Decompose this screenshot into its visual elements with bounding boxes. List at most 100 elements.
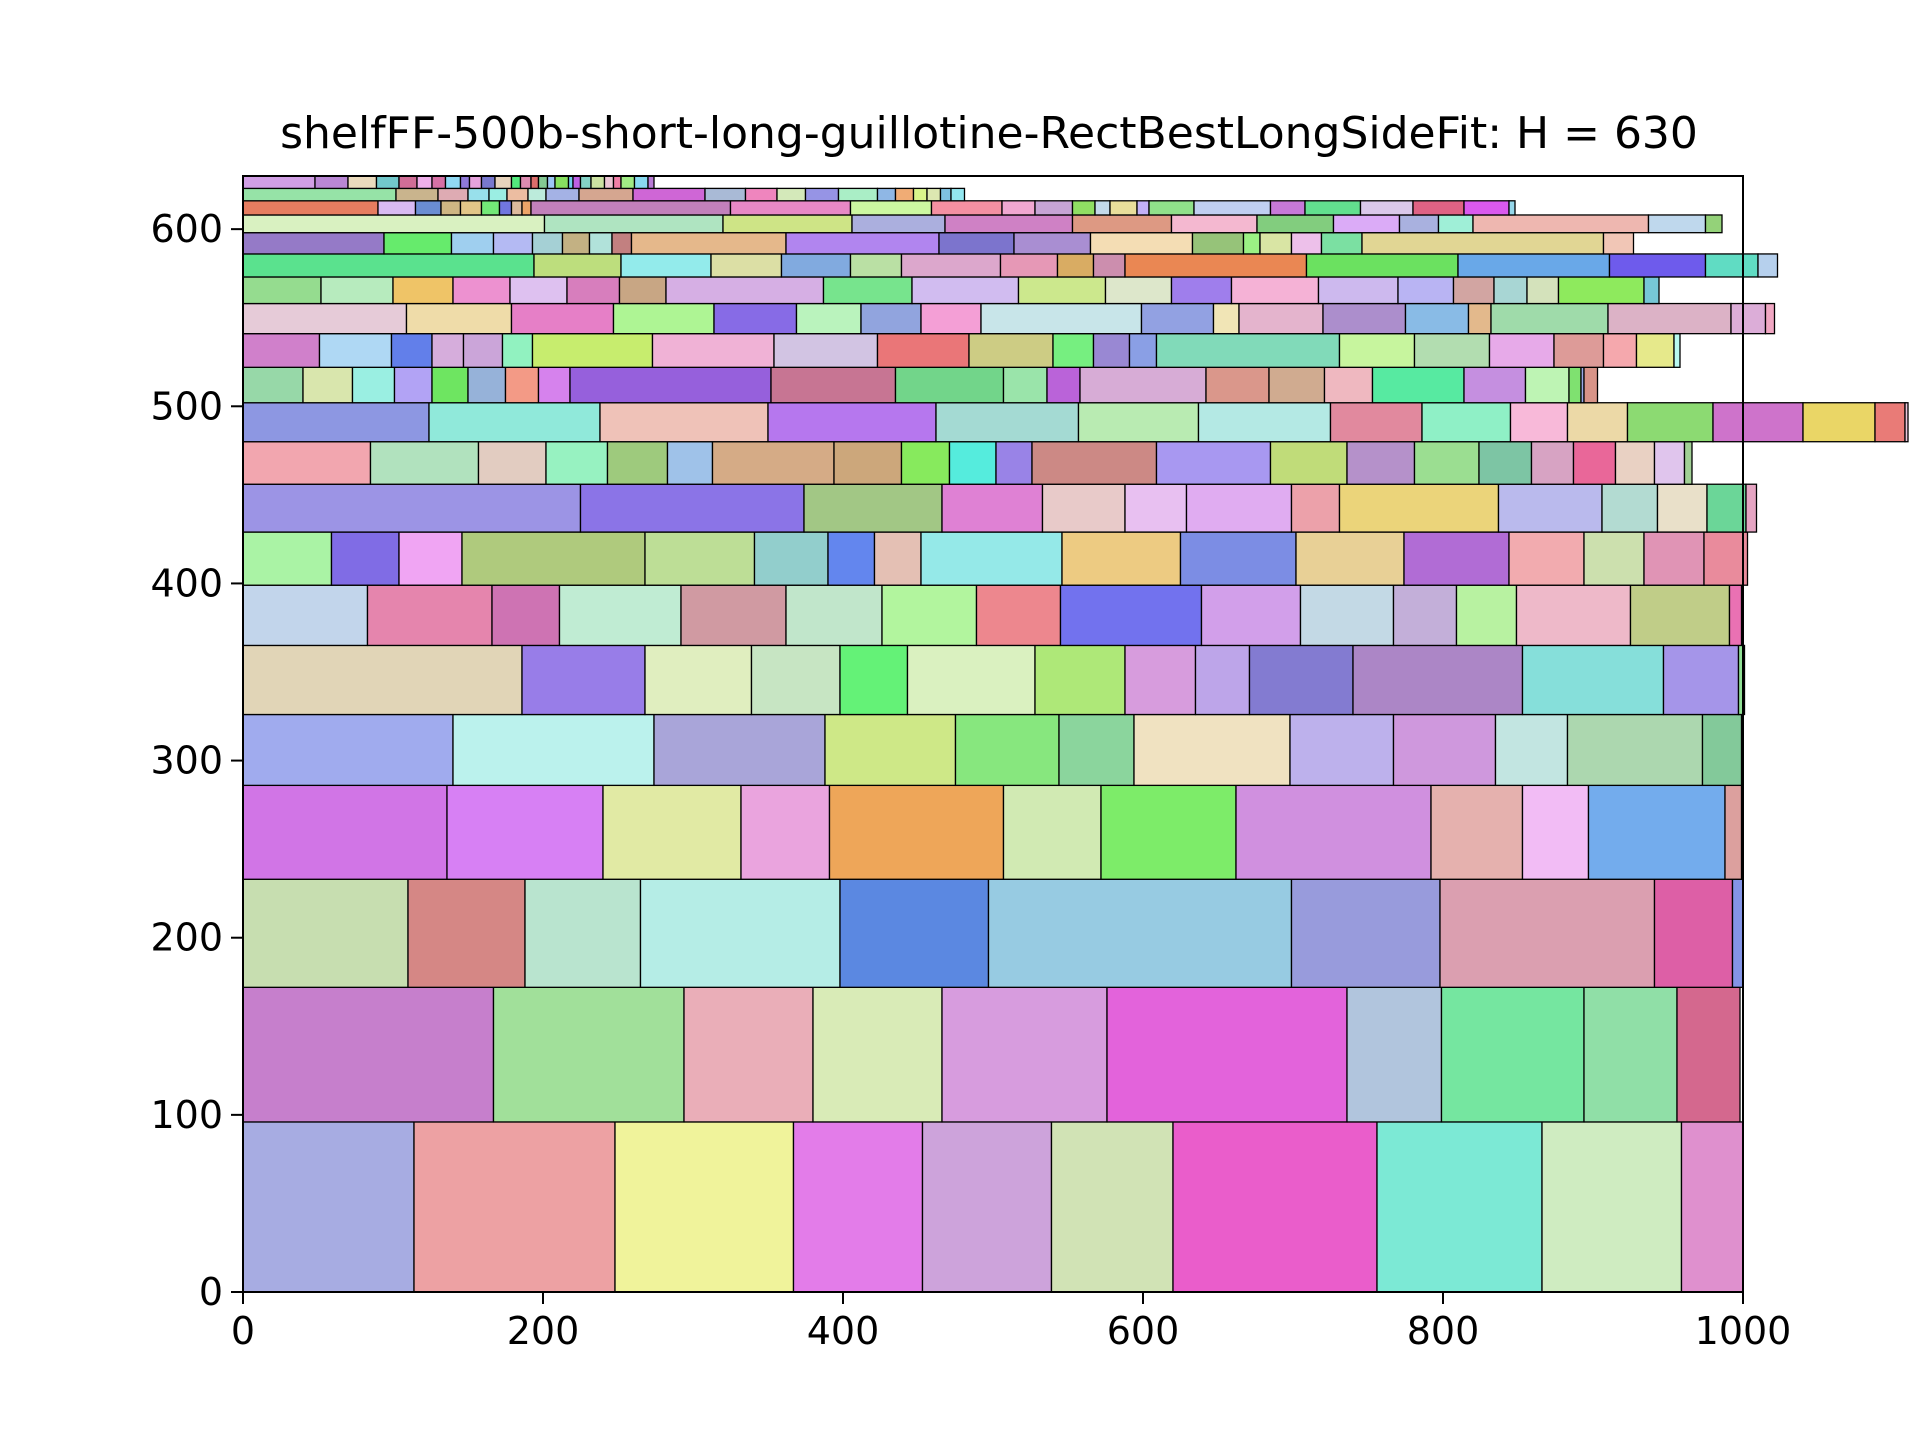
packed-rect [876,187,897,202]
packed-rect [1676,986,1741,1123]
packed-rect [1602,333,1638,368]
packed-rect [1124,253,1308,278]
packed-rect [1323,366,1374,404]
packed-rect [1404,302,1470,335]
packed-rect [618,276,667,305]
y-tick-label: 400 [150,561,223,605]
packed-rect [653,713,826,787]
packed-rect [740,784,831,880]
packed-rect [704,187,747,202]
y-axis: 0 100 200 300 400 500 600 [150,207,243,1314]
packed-rect [1587,784,1726,880]
packed-rect [1148,200,1195,216]
chart-title: shelfFF-500b-short-long-guillotine-RectB… [280,108,1698,159]
packed-rect [242,333,321,368]
packed-rect [242,986,495,1123]
packed-rect [1421,402,1512,443]
y-tick-label: 500 [150,384,223,428]
packed-rect [1583,366,1599,404]
packed-rect [651,333,775,368]
packed-rect [1745,483,1758,533]
x-tick-label: 400 [807,1309,880,1353]
packed-rect [1478,441,1533,485]
packed-rect [242,483,582,533]
packed-rect [941,986,1108,1123]
packed-rect [639,878,841,988]
packed-rect [1764,302,1776,335]
packed-rect [1614,441,1656,485]
packed-rect [459,200,483,216]
packed-rect [1583,531,1645,586]
packed-rect [1515,584,1632,647]
packed-rect [510,302,615,335]
y-tick-label: 0 [199,1270,223,1314]
packed-rect [1200,584,1302,647]
packed-rect [504,366,540,404]
y-tick-label: 200 [150,916,223,960]
packed-rect [1056,253,1095,278]
packed-rect [579,175,592,190]
packed-rect [1001,200,1036,216]
packed-rect [1061,531,1182,586]
packed-rect [477,441,547,485]
packed-rect [833,441,903,485]
packed-rect [558,584,682,647]
packed-rect [1034,200,1074,216]
packed-rect [1494,713,1569,787]
packed-rect [1701,713,1743,787]
packed-rect [395,187,439,202]
packed-rect [530,175,540,190]
packed-rect [383,232,453,255]
packed-rect [314,175,349,190]
packed-rect [1212,302,1240,335]
packed-rect [1602,232,1635,255]
x-tick-label: 800 [1407,1309,1480,1353]
packed-rect [1013,232,1092,255]
packed-rect [452,276,511,305]
packed-rect [1412,200,1465,216]
packed-rect [1455,584,1518,647]
packed-rect [1647,214,1707,234]
packed-rect [1731,878,1744,988]
packed-rect [611,232,633,255]
packed-rect [242,531,333,586]
packed-rect [545,441,609,485]
packed-rect [506,187,529,202]
packed-rect [1508,200,1516,216]
packed-rect [1059,584,1203,647]
packed-rect [431,333,465,368]
packed-rect [1439,878,1656,988]
packed-rect [1490,302,1609,335]
packed-rect [620,253,712,278]
packed-rect [1643,531,1705,586]
packed-rect [710,253,783,278]
packed-rect [1259,232,1293,255]
packed-rect [785,584,883,647]
packed-rect [614,1121,795,1293]
packed-rect [242,187,397,202]
packed-rect [242,878,409,988]
packed-rect [510,175,522,190]
packed-rect [1305,253,1459,278]
packed-rect [803,483,943,533]
packed-rect [375,175,400,190]
packed-rect [392,276,454,305]
packed-rect [467,187,490,202]
y-tick-label: 100 [150,1093,223,1137]
packed-rect [603,175,615,190]
packed-rect [804,187,840,202]
packed-rect [776,187,807,202]
packed-rect [1071,200,1096,216]
packed-rect [1104,276,1173,305]
packed-rect [1452,276,1495,305]
packed-rect [968,333,1054,368]
packed-rect [876,333,970,368]
packed-rect [1509,402,1569,443]
packed-rect [398,175,418,190]
packed-rect [1317,276,1399,305]
packed-rect [1290,483,1341,533]
packed-rect [1608,253,1707,278]
packed-rect [954,713,1060,787]
packed-rect [437,187,469,202]
